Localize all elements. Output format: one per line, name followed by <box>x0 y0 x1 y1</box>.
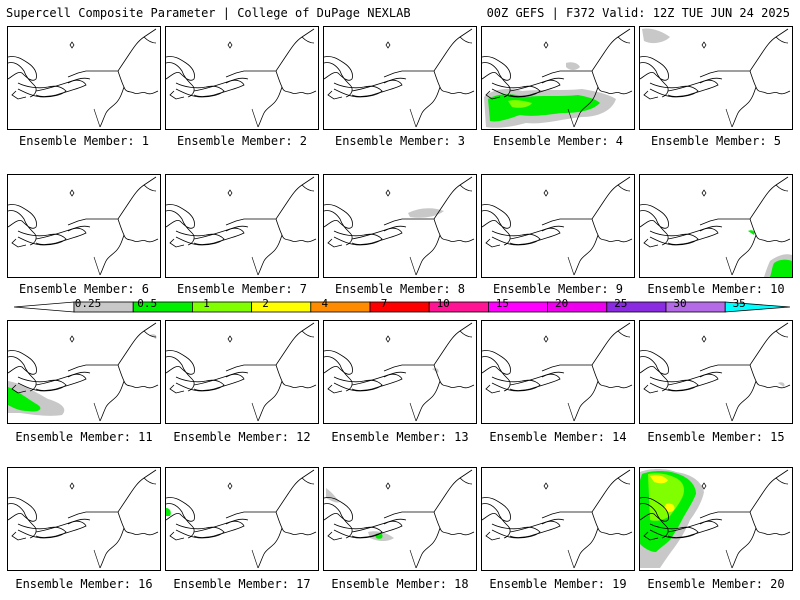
colorbar-tick-label: 1 <box>203 297 210 310</box>
colorbar-tick-label: 35 <box>732 297 746 310</box>
ensemble-member-label: Ensemble Member: 2 <box>176 134 308 148</box>
basemap <box>482 469 633 569</box>
basemap <box>324 322 475 422</box>
basemap <box>640 28 791 128</box>
colorbar-segment <box>310 301 371 313</box>
model-run-info: 00Z GEFS | F372 Valid: 12Z TUE JUN 24 20… <box>486 6 790 20</box>
colorbar-segment <box>724 301 790 313</box>
colorbar <box>14 301 790 313</box>
colorbar-tick-label: 0.5 <box>137 297 158 310</box>
ensemble-member-map <box>165 320 319 424</box>
basemap <box>166 322 317 422</box>
ensemble-member-map <box>165 26 319 130</box>
colorbar-tick-label: 25 <box>614 297 628 310</box>
basemap <box>8 322 159 422</box>
ensemble-member-map <box>481 320 635 424</box>
colorbar-tick-label: 7 <box>380 297 388 310</box>
basemap <box>8 176 159 276</box>
ensemble-member-label: Ensemble Member: 18 <box>331 577 469 591</box>
ensemble-member-map <box>639 320 793 424</box>
colorbar-segment <box>191 301 252 313</box>
basemap <box>166 176 317 276</box>
map-title: Supercell Composite Parameter | College … <box>6 6 411 20</box>
ensemble-member-label: Ensemble Member: 14 <box>489 430 627 444</box>
ensemble-member-label: Ensemble Member: 15 <box>647 430 785 444</box>
ensemble-member-map <box>323 320 477 424</box>
ensemble-member-label: Ensemble Member: 6 <box>18 282 150 296</box>
ensemble-member-label: Ensemble Member: 1 <box>18 134 150 148</box>
colorbar-tick-label: 30 <box>673 297 687 310</box>
ensemble-member-label: Ensemble Member: 11 <box>15 430 153 444</box>
basemap <box>640 322 791 422</box>
ensemble-member-label: Ensemble Member: 13 <box>331 430 469 444</box>
ensemble-member-label: Ensemble Member: 19 <box>489 577 627 591</box>
ensemble-member-map <box>7 26 161 130</box>
ensemble-member-label: Ensemble Member: 9 <box>492 282 624 296</box>
ensemble-member-label: Ensemble Member: 17 <box>173 577 311 591</box>
ensemble-member-map <box>481 467 635 571</box>
ensemble-member-map <box>7 467 161 571</box>
ensemble-member-map <box>481 26 635 130</box>
ensemble-member-label: Ensemble Member: 5 <box>650 134 782 148</box>
basemap <box>166 28 317 128</box>
ensemble-member-label: Ensemble Member: 8 <box>334 282 466 296</box>
basemap <box>640 176 792 277</box>
ensemble-member-map <box>323 26 477 130</box>
colorbar-segment <box>251 301 312 313</box>
colorbar-tick-label: 20 <box>554 297 569 310</box>
colorbar-tick-label: 4 <box>321 297 329 310</box>
ensemble-member-map <box>165 174 319 278</box>
basemap <box>8 28 159 128</box>
colorbar-tick-label: 15 <box>495 297 510 310</box>
ensemble-member-map <box>7 320 161 424</box>
basemap <box>324 469 475 569</box>
ensemble-member-label: Ensemble Member: 7 <box>176 282 308 296</box>
colorbar-tick-label: 2 <box>262 297 269 310</box>
ensemble-member-map <box>323 174 477 278</box>
basemap <box>640 469 791 569</box>
basemap <box>8 469 159 569</box>
ensemble-member-map <box>7 174 161 278</box>
ensemble-member-map <box>639 467 793 571</box>
basemap <box>166 469 317 569</box>
ensemble-member-label: Ensemble Member: 20 <box>647 577 785 591</box>
ensemble-member-map <box>639 26 793 130</box>
basemap <box>324 28 475 128</box>
ensemble-member-label: Ensemble Member: 10 <box>647 282 785 296</box>
basemap <box>324 176 475 276</box>
colorbar-tick-label: 10 <box>436 297 450 310</box>
ensemble-member-map <box>481 174 635 278</box>
ensemble-member-label: Ensemble Member: 12 <box>173 430 311 444</box>
ensemble-member-map <box>165 467 319 571</box>
basemap <box>482 28 633 128</box>
basemap <box>482 322 633 422</box>
ensemble-member-label: Ensemble Member: 4 <box>492 134 624 148</box>
ensemble-member-label: Ensemble Member: 3 <box>334 134 466 148</box>
ensemble-member-label: Ensemble Member: 16 <box>15 577 153 591</box>
ensemble-member-map <box>323 467 477 571</box>
basemap <box>482 176 633 276</box>
colorbar-low-arrow <box>14 301 75 313</box>
colorbar-segment <box>369 301 430 313</box>
ensemble-member-map <box>639 174 793 278</box>
colorbar-tick-label: 0.25 <box>74 297 102 310</box>
